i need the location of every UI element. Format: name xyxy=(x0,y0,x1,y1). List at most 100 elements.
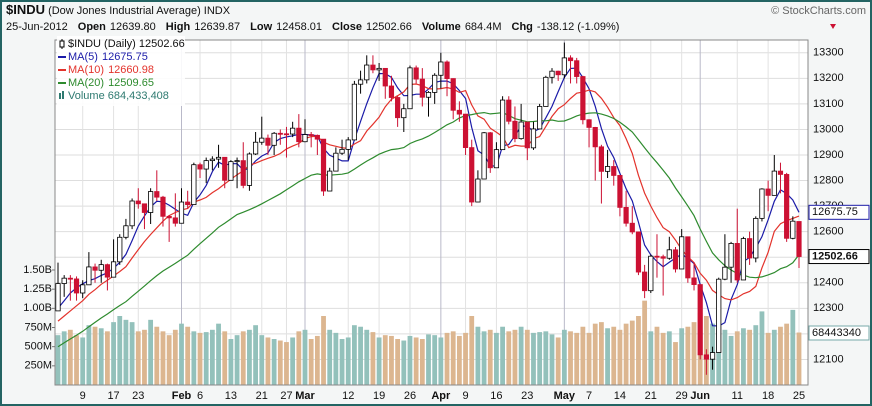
candle-body xyxy=(172,217,178,224)
y-tick-label: 13300 xyxy=(813,47,844,59)
volume-bar xyxy=(209,329,215,385)
volume-bar xyxy=(753,325,759,385)
legend: $INDU (Daily) 12502.66 Volume 684,433,40… xyxy=(57,36,185,106)
volume-bar xyxy=(67,329,73,385)
candle-body xyxy=(438,61,444,76)
candle-body xyxy=(586,119,592,128)
x-tick-label: 12 xyxy=(342,390,354,402)
candle-body xyxy=(604,166,611,172)
volume-bar xyxy=(537,332,543,385)
volume-bar xyxy=(296,331,302,385)
candle-body xyxy=(506,99,512,122)
volume-bar xyxy=(148,319,154,385)
candle-body xyxy=(728,243,734,268)
volume-bar xyxy=(321,316,326,385)
title: $INDU xyxy=(6,2,45,17)
volume-bar xyxy=(741,328,746,385)
volume-bar xyxy=(784,323,790,385)
candle-body xyxy=(185,201,191,205)
candle-body xyxy=(296,127,302,143)
candle-body xyxy=(462,113,469,148)
legend-name: MA(5) xyxy=(68,51,98,63)
volume-bar xyxy=(284,342,289,385)
volume-bar xyxy=(105,331,110,385)
volume-bar xyxy=(481,331,487,385)
volume-bar xyxy=(376,337,382,385)
legend-entry: MA(5) 12675.75 xyxy=(68,51,148,63)
volume-bar xyxy=(574,332,580,385)
x-tick-label: 21 xyxy=(256,390,268,402)
candle-body xyxy=(611,166,617,176)
volume-bar xyxy=(660,332,666,385)
candle-body xyxy=(697,284,703,356)
volume-bar xyxy=(166,335,172,385)
volume-bar xyxy=(333,332,339,385)
date: 25-Jun-2012 xyxy=(6,21,68,33)
candle-body xyxy=(240,160,246,186)
volume-bar xyxy=(759,311,765,385)
volume-bar xyxy=(426,334,431,385)
candle-body xyxy=(129,200,135,227)
volume-bar xyxy=(86,325,92,385)
candle-body xyxy=(777,170,784,175)
candle-body xyxy=(555,70,561,76)
quote-label: Open xyxy=(78,21,106,33)
volume-bar xyxy=(80,337,86,385)
candle-body xyxy=(222,156,228,181)
volume-bar xyxy=(438,337,444,385)
candle-body xyxy=(654,255,660,258)
candle-body xyxy=(203,160,209,170)
volume-bar xyxy=(475,326,481,385)
volume-bar xyxy=(228,339,234,385)
y-tick-label: 13200 xyxy=(813,72,844,84)
candle-body xyxy=(685,236,691,279)
volume-bar xyxy=(494,332,499,385)
candle-body xyxy=(265,137,271,146)
volume-tick-label: 1.25B xyxy=(23,283,52,295)
x-tick-label: 26 xyxy=(404,390,416,402)
volume-bar xyxy=(290,337,296,385)
candle-body xyxy=(425,91,432,98)
candle-body xyxy=(747,238,753,259)
candle-body xyxy=(549,70,555,78)
candle-body xyxy=(759,188,765,219)
volume-bar xyxy=(345,337,351,385)
candle-body xyxy=(623,206,629,224)
candle-body xyxy=(166,215,172,219)
volume-bar xyxy=(61,331,67,385)
volume-bar xyxy=(605,328,610,385)
y-tick-label: 12100 xyxy=(813,353,844,365)
volume-bar xyxy=(555,337,561,385)
candle-body xyxy=(259,137,265,143)
down-arrow xyxy=(830,24,836,29)
volume-bar xyxy=(135,331,141,385)
quote-label: Volume xyxy=(422,21,461,33)
candle-body xyxy=(629,222,635,233)
candle-body xyxy=(530,128,537,149)
ma-line xyxy=(57,111,800,348)
volume-bar xyxy=(450,331,456,385)
volume-bar xyxy=(216,323,221,385)
candle-body xyxy=(252,141,259,155)
header-quote: 25-Jun-2012 Open 12639.80 High 12639.87 Low 12… xyxy=(6,21,619,33)
quote-label: Close xyxy=(332,21,362,33)
quote-value: 12502.66 xyxy=(366,21,412,33)
candle-body xyxy=(413,67,419,80)
volume-bar xyxy=(271,339,277,385)
x-tick-label: 9 xyxy=(80,390,86,402)
y-tick-label: 13100 xyxy=(813,98,844,110)
candle-body xyxy=(327,170,333,192)
candle-body xyxy=(290,127,296,135)
quote-label: Low xyxy=(250,21,272,33)
candle-body xyxy=(283,133,290,136)
candle-body xyxy=(308,134,314,136)
candle-body xyxy=(456,109,462,115)
volume-bar xyxy=(673,342,678,385)
candle-body xyxy=(518,121,524,140)
x-tick-label: 17 xyxy=(107,390,119,402)
candle-body xyxy=(561,57,567,76)
volume-bar xyxy=(691,322,697,385)
candle-body xyxy=(753,217,759,259)
y-tick-label: 12600 xyxy=(813,226,844,238)
volume-bar xyxy=(512,329,518,385)
